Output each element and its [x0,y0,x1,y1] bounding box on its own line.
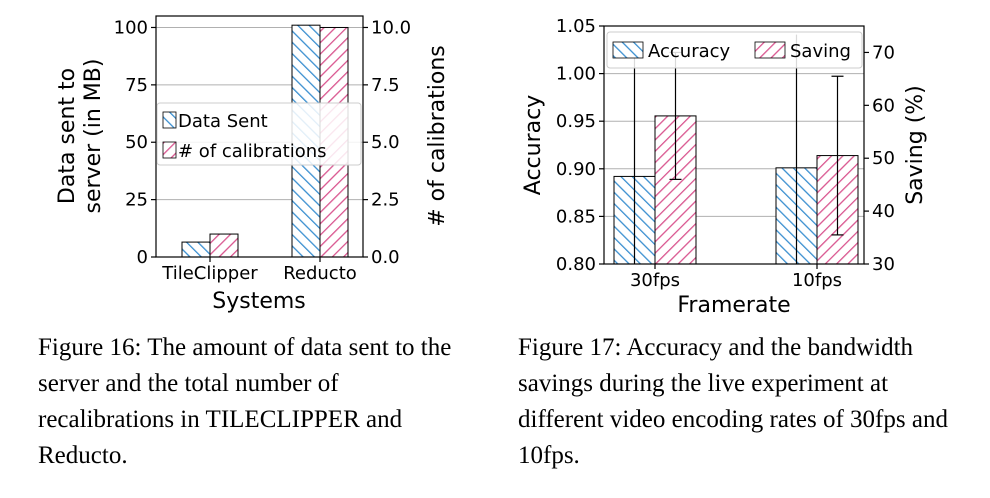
figure-17-legend-saving: Saving [790,41,851,62]
figure-17-y2-tick-label: 70 [872,42,895,63]
figure-16-y-tick-label: 100 [114,17,148,38]
figure-16-legend-data-sent: Data Sent [178,111,268,132]
figure-17-y-axis-label: Accuracy [521,95,546,195]
figure-17-plot-frame [603,25,865,265]
figure-16-caption-before: Figure 16: The amount of data sent to th… [38,334,452,433]
figure-16-legend-swatch-data-sent [162,111,177,129]
figure-16-legend: Data Sent # of calibrations [156,102,362,166]
figure-16-caption: Figure 16: The amount of data sent to th… [38,330,478,474]
caption-tileclipper-lipper: LIPPER [276,406,360,433]
figure-16-plot-frame [155,15,364,258]
caption-tileclipper-ile: ILE [220,406,260,433]
figure-16-chart: 0 25 50 75 100 0.0 2.5 5.0 7.5 10.0 TileClipper R… [55,15,450,314]
figure-17-y-tick-label: 0.80 [556,254,596,275]
figure-16-y2-tick-label: 5.0 [371,132,400,153]
figure-17-caption: Figure 17: Accuracy and the bandwidth sa… [518,334,948,469]
caption-tileclipper-c: C [259,406,277,433]
figure-17-chart: 0.80 0.85 0.90 0.95 1.00 1.05 30 40 50 60 70 30fp… [521,16,928,318]
figure-17-x-tick-label: 30fps [630,270,680,291]
figure-17-legend-swatch-accuracy [612,41,644,59]
figure-17-x-axis-label: Framerate [677,293,790,318]
figure-17-legend-swatch-saving [754,41,786,59]
figure-16-x-tick-label: TileClipper [161,263,258,284]
figure-17-y2-tick-label: 40 [872,201,895,222]
caption-tileclipper-t: T [205,406,221,433]
figure-16-bar-calibrations [209,233,239,258]
figure-16-x-axis-label: Systems [212,289,306,314]
figure-16-y-axis-label-line-1: Data sent to [55,68,80,204]
figure-17-y2-axis-label: Saving (%) [903,85,928,205]
figure-16-caption-after: and Reducto. [38,406,403,469]
figure-16-y2-tick-label: 10.0 [371,17,411,38]
figure-17-legend-accuracy: Accuracy [648,41,731,62]
figure-16-y-tick-label: 25 [125,190,148,211]
figure-16-y2-axis-label: # of calibrations [425,45,450,227]
figure-16-y-tick-label: 0 [137,247,148,268]
figure-16-legend-swatch-calibrations [162,141,177,159]
figure-16-y2-tick-label: 2.5 [371,190,400,211]
figure-16-legend-calibrations: # of calibrations [178,141,327,162]
figure-17-y-tick-label: 1.05 [556,16,596,37]
figure-16-y2-tick-label: 7.5 [371,75,400,96]
figure-17-y2-tick-label: 30 [872,254,895,275]
figure-16-x-tick-label: Reducto [283,263,357,284]
figure-17-y2-tick-label: 60 [872,95,895,116]
figure-16-y-axis-label-line-2: server (in MB) [81,59,106,214]
figure-17-y-tick-label: 0.85 [556,206,596,227]
figure-17-y-tick-label: 0.95 [556,111,596,132]
figure-16-y-tick-label: 50 [125,132,148,153]
figure-16-bar-data-sent [181,241,211,258]
figure-17-legend: Accuracy Saving [606,31,863,69]
figure-17-y2-tick-label: 50 [872,148,895,169]
figure-16-y2-tick-label: 0.0 [371,247,400,268]
figure-17-x-tick-label: 10fps [792,270,842,291]
figure-17-y-tick-label: 0.90 [556,159,596,180]
figure-16-y-tick-label: 75 [125,75,148,96]
figure-17-y-tick-label: 1.00 [556,64,596,85]
